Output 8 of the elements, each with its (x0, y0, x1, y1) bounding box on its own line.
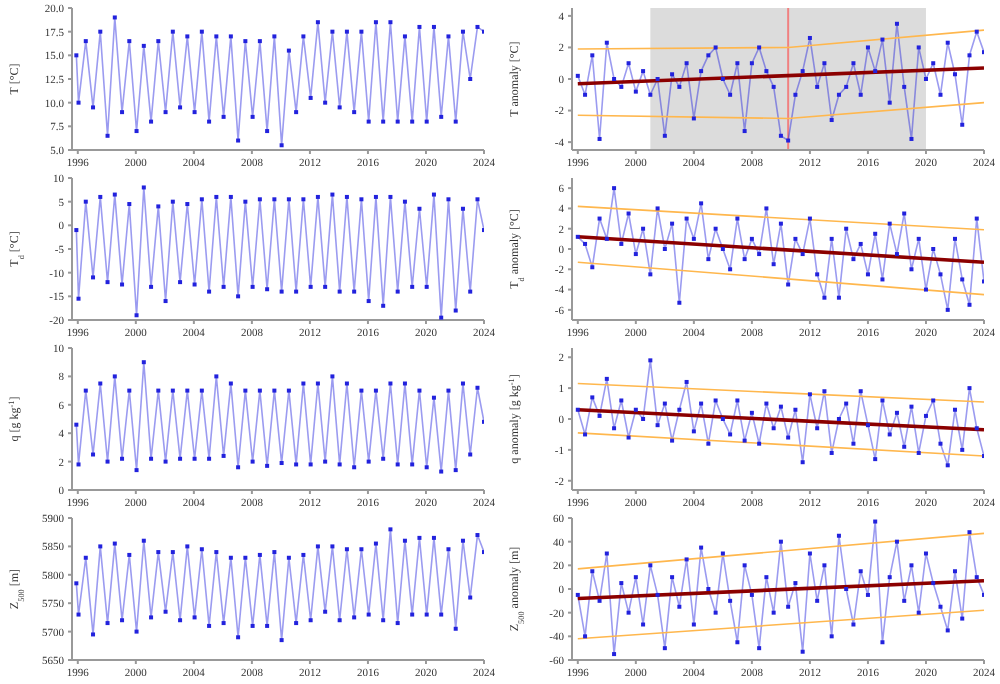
line-series (74, 360, 484, 474)
line-series (575, 519, 984, 657)
line-series (575, 358, 984, 468)
line-series (74, 527, 484, 643)
line-series (74, 185, 484, 320)
line-series (74, 15, 484, 148)
line-series (575, 186, 984, 312)
line-series (575, 21, 984, 143)
